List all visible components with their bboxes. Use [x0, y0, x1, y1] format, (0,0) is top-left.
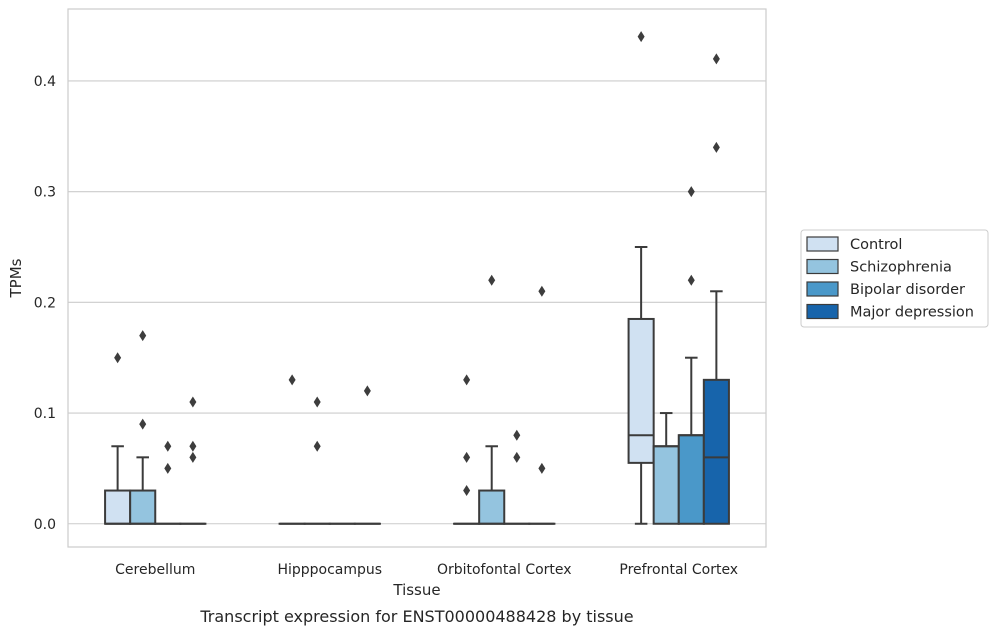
- plot-frame: [67, 8, 767, 548]
- outlier-point: [637, 31, 645, 43]
- outlier-point: [712, 141, 720, 153]
- y-tick-label: 0.3: [34, 185, 56, 201]
- y-tick-label: 0.0: [34, 517, 56, 533]
- x-axis-label: Tissue: [392, 581, 440, 599]
- outlier-point: [189, 440, 197, 452]
- box: [652, 412, 680, 525]
- box: [478, 274, 506, 525]
- x-axis-ticks: Cerebellum Hipppocampus Orbitofontal Corte…: [115, 562, 738, 578]
- figure-caption: Transcript expression for ENST0000048842…: [199, 607, 633, 626]
- y-tick-label: 0.1: [34, 406, 56, 422]
- box: [702, 53, 730, 525]
- outlier-point: [513, 451, 521, 463]
- box: [453, 374, 481, 525]
- legend: Control Schizophrenia Bipolar disorder Majo…: [800, 229, 989, 328]
- outlier-point: [313, 396, 321, 408]
- outlier-point: [288, 374, 296, 386]
- outlier-point: [189, 451, 197, 463]
- outlier-point: [488, 274, 496, 286]
- outlier-point: [363, 385, 371, 397]
- y-axis-ticks: 0.0 0.1 0.2 0.3 0.4: [34, 74, 56, 533]
- legend-label: Bipolar disorder: [850, 282, 965, 298]
- box-body: [702, 378, 730, 525]
- box: [677, 186, 705, 525]
- legend-item: Schizophrenia: [806, 258, 952, 276]
- outlier-point: [139, 418, 147, 430]
- box-body: [627, 317, 655, 464]
- series-control: [104, 31, 655, 525]
- legend-swatch: [806, 236, 839, 252]
- box: [627, 31, 655, 525]
- legend-label: Major depression: [850, 305, 974, 321]
- legend-swatch: [806, 258, 839, 275]
- outlier-point: [513, 429, 521, 441]
- box-body: [478, 489, 506, 525]
- outlier-point: [164, 462, 172, 474]
- legend-label: Control: [850, 237, 902, 253]
- outlier-point: [463, 485, 471, 497]
- x-tick-label: Prefrontal Cortex: [619, 562, 738, 578]
- outlier-point: [538, 462, 546, 474]
- box: [104, 352, 132, 525]
- y-tick-label: 0.2: [34, 295, 56, 311]
- box: [528, 285, 556, 525]
- box-body: [677, 434, 705, 525]
- box: [179, 396, 207, 525]
- box: [129, 330, 157, 525]
- series-schizophrenia: [129, 274, 680, 525]
- box-body: [129, 489, 157, 525]
- series-major-depression: [179, 53, 730, 525]
- x-tick-label: Cerebellum: [115, 562, 195, 578]
- box: [154, 440, 182, 525]
- outlier-point: [114, 352, 122, 364]
- legend-label: Schizophrenia: [850, 260, 952, 276]
- box: [353, 385, 381, 525]
- y-tick-label: 0.4: [34, 74, 56, 90]
- outlier-point: [463, 374, 471, 386]
- legend-swatch: [806, 281, 839, 297]
- legend-swatch: [806, 303, 839, 320]
- outlier-point: [712, 53, 720, 65]
- outlier-point: [538, 285, 546, 297]
- box: [278, 374, 306, 525]
- legend-frame: [800, 229, 989, 328]
- legend-item: Major depression: [806, 303, 974, 321]
- box-series: [104, 31, 730, 525]
- box-body: [652, 445, 680, 525]
- y-axis-label: TPMs: [7, 258, 25, 298]
- outlier-point: [463, 451, 471, 463]
- outlier-point: [687, 274, 695, 286]
- x-tick-label: Orbitofontal Cortex: [437, 562, 572, 578]
- outlier-point: [189, 396, 197, 408]
- legend-item: Bipolar disorder: [806, 281, 965, 298]
- box-body: [104, 489, 132, 525]
- outlier-point: [313, 440, 321, 452]
- legend-item: Control: [806, 236, 902, 253]
- outlier-point: [687, 186, 695, 198]
- x-tick-label: Hipppocampus: [277, 562, 382, 578]
- box: [303, 396, 331, 525]
- outlier-point: [164, 440, 172, 452]
- series-bipolar-disorder: [154, 186, 705, 525]
- outlier-point: [139, 330, 147, 342]
- box: [503, 429, 531, 525]
